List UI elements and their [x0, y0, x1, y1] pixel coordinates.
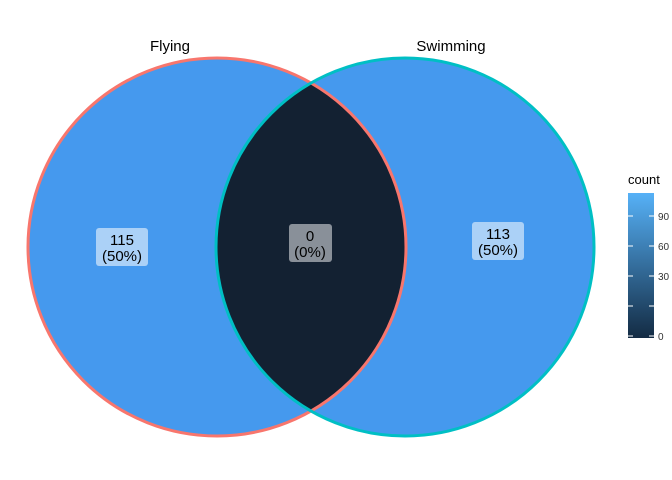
region-percent: (0%) [294, 244, 326, 261]
region-count: 0 [306, 228, 314, 245]
legend-title: count [628, 172, 660, 187]
region-count: 115 [110, 232, 134, 249]
legend-tick: 0 [658, 332, 664, 343]
legend-tick: 90 [658, 212, 670, 223]
set-label-flying: Flying [150, 38, 190, 55]
legend-tick: 30 [658, 272, 670, 283]
region-label-both: 0 (0%) [289, 224, 332, 262]
region-percent: (50%) [478, 242, 518, 259]
color-legend: count 90 60 30 0 [628, 172, 670, 343]
region-label-swimming-only: 113 (50%) [472, 222, 524, 260]
flying-set-border [26, 56, 408, 438]
region-percent: (50%) [102, 248, 142, 265]
legend-colorbar [628, 193, 654, 338]
swimming-set-border [214, 56, 596, 438]
region-count: 113 [486, 226, 510, 243]
legend-tick: 60 [658, 242, 670, 253]
set-label-swimming: Swimming [416, 38, 485, 55]
region-label-flying-only: 115 (50%) [96, 228, 148, 266]
